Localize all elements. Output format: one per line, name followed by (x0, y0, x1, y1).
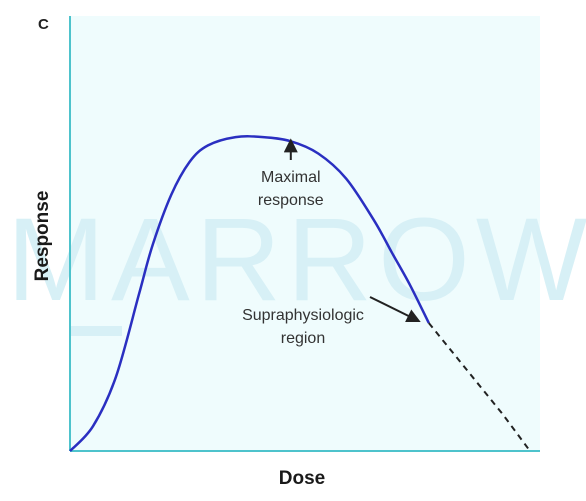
x-axis-title: Dose (279, 468, 325, 489)
maximal-response-label-line-2: response (258, 192, 324, 209)
watermark-underline (70, 326, 122, 336)
supraphysiologic-arrow (369, 296, 421, 323)
supraphysiologic-label-line-2: region (281, 330, 325, 347)
series-layer (69, 135, 531, 452)
panel-label: C (38, 16, 49, 33)
y-axis-title: Response (32, 191, 53, 282)
plot-background (70, 16, 540, 451)
annotation-layer: Maximal response Supraphysiologic region (242, 138, 421, 347)
supraphysiologic-label-line-1: Supraphysiologic (242, 307, 364, 324)
maximal-response-label-line-1: Maximal (261, 169, 321, 186)
watermark: MARROW (7, 194, 586, 326)
series-line-dose-response (69, 135, 430, 452)
